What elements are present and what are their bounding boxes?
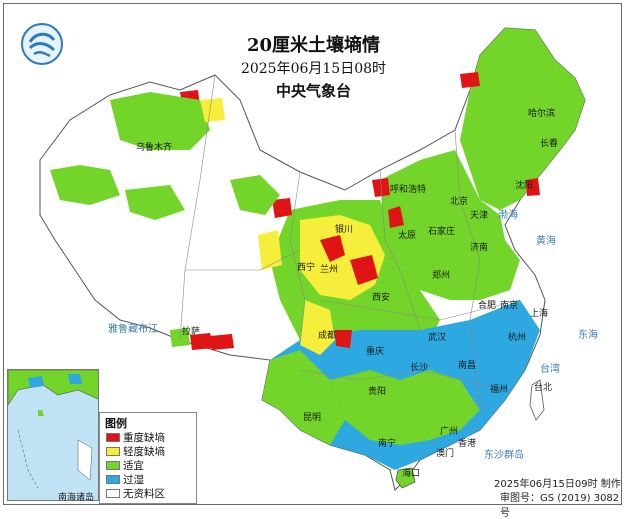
patch-red-1 bbox=[320, 235, 345, 262]
region-southwest-green bbox=[262, 350, 345, 445]
legend: 图例 重度缺墒 轻度缺墒 适宜 过湿 无资料区 bbox=[99, 412, 197, 504]
label-taiyuan: 太原 bbox=[398, 231, 417, 241]
map-title: 20厘米土壤墒情 bbox=[246, 35, 381, 56]
legend-title: 图例 bbox=[105, 417, 127, 430]
label-yinchuan: 银川 bbox=[335, 225, 354, 235]
label-yarlung: 雅鲁藏布江 bbox=[108, 324, 158, 335]
legend-swatch-suitable bbox=[106, 461, 120, 470]
region-gansu-green bbox=[230, 175, 280, 215]
label-haikou: 海口 bbox=[402, 469, 421, 479]
province-borders bbox=[179, 74, 521, 411]
map-issuer: 中央气象台 bbox=[275, 82, 351, 100]
cma-logo bbox=[21, 23, 63, 65]
label-changchun: 长春 bbox=[540, 139, 559, 149]
label-chengdu: 成都 bbox=[318, 331, 337, 341]
label-fuzhou: 福州 bbox=[490, 385, 509, 395]
legend-item-mild: 轻度缺墒 bbox=[106, 445, 165, 458]
label-changsha: 长沙 bbox=[410, 363, 429, 373]
label-kunming: 昆明 bbox=[303, 413, 322, 423]
label-nanjing: 南京 bbox=[500, 301, 519, 311]
region-xinjiang-green-2 bbox=[50, 165, 120, 205]
inset-map bbox=[8, 370, 98, 489]
region-xinjiang-yellow bbox=[200, 98, 225, 122]
label-macau: 澳门 bbox=[436, 449, 455, 459]
region-gansu-yellow bbox=[258, 230, 282, 270]
island-hainan bbox=[395, 467, 416, 489]
label-lhasa: 拉萨 bbox=[182, 327, 201, 337]
label-hongkong: 香港 bbox=[458, 439, 477, 449]
patch-red-10 bbox=[526, 178, 540, 196]
label-jinan: 济南 bbox=[470, 243, 489, 253]
legend-swatch-nodata bbox=[106, 489, 120, 498]
region-xinjiang-green-1 bbox=[110, 92, 210, 150]
island-taiwan bbox=[529, 379, 545, 421]
label-beijing: 北京 bbox=[450, 197, 469, 207]
label-shenyang: 沈阳 bbox=[515, 181, 534, 191]
label-urumqi: 乌鲁木齐 bbox=[136, 143, 173, 153]
patch-red-4 bbox=[272, 198, 292, 218]
patch-red-9 bbox=[210, 334, 234, 350]
label-shijiazhuang: 石家庄 bbox=[428, 227, 456, 237]
label-chongqing: 重庆 bbox=[366, 347, 385, 357]
label-taipei: 台北 bbox=[534, 383, 553, 393]
patch-red-11 bbox=[460, 72, 480, 88]
label-xining: 西宁 bbox=[297, 263, 316, 273]
legend-swatch-wet bbox=[106, 475, 120, 484]
patch-red-2 bbox=[350, 255, 378, 285]
legend-swatch-severe bbox=[106, 433, 120, 442]
patch-red-8 bbox=[190, 333, 214, 350]
label-zhengzhou: 郑州 bbox=[432, 271, 451, 281]
label-hohhot: 呼和浩特 bbox=[390, 185, 427, 195]
legend-item-wet: 过湿 bbox=[106, 473, 144, 486]
label-dongsha: 东沙群岛 bbox=[484, 450, 524, 461]
label-guiyang: 贵阳 bbox=[368, 387, 387, 397]
legend-label-mild: 轻度缺墒 bbox=[123, 446, 165, 458]
region-yunnan-yellow bbox=[300, 300, 335, 355]
label-nanning: 南宁 bbox=[378, 439, 397, 449]
label-guangzhou: 广州 bbox=[440, 427, 459, 437]
legend-item-severe: 重度缺墒 bbox=[106, 431, 165, 444]
label-bohai: 渤海 bbox=[498, 210, 518, 221]
label-xian: 西安 bbox=[372, 293, 391, 303]
legend-swatch-mild bbox=[106, 447, 120, 456]
label-tianjin: 天津 bbox=[470, 211, 489, 221]
patch-red-6 bbox=[335, 330, 352, 348]
region-north-plain-green bbox=[380, 150, 520, 300]
label-lanzhou: 兰州 bbox=[320, 265, 339, 275]
label-hangzhou: 杭州 bbox=[508, 333, 527, 343]
label-shanghai: 上海 bbox=[530, 309, 549, 319]
label-taiwan: 台湾 bbox=[540, 364, 560, 375]
legend-label-wet: 过湿 bbox=[123, 474, 144, 486]
region-xinjiang-green-3 bbox=[125, 185, 185, 220]
label-hefei: 合肥 bbox=[478, 301, 497, 311]
label-donghai: 东海 bbox=[578, 330, 598, 341]
legend-item-suitable: 适宜 bbox=[106, 459, 144, 472]
label-wuhan: 武汉 bbox=[428, 333, 447, 343]
legend-label-nodata: 无资料区 bbox=[123, 488, 165, 500]
footer-approval: 审图号：GS (2019) 3082号 bbox=[500, 493, 620, 519]
region-northeast-green bbox=[460, 28, 585, 210]
footer-made-time: 2025年06月15日09时 制作 bbox=[494, 479, 621, 490]
region-south-green bbox=[330, 370, 480, 445]
label-harbin: 哈尔滨 bbox=[528, 109, 556, 119]
legend-item-nodata: 无资料区 bbox=[106, 487, 165, 500]
legend-label-suitable: 适宜 bbox=[123, 460, 144, 472]
inset-label: 南海诸岛 bbox=[58, 493, 95, 503]
label-nanchang: 南昌 bbox=[458, 361, 477, 371]
south-china-sea-inset bbox=[7, 369, 99, 501]
patch-red-5 bbox=[388, 206, 404, 228]
map-datetime: 2025年06月15日08时 bbox=[240, 61, 387, 77]
legend-label-severe: 重度缺墒 bbox=[123, 432, 165, 444]
label-huanghai: 黄海 bbox=[536, 236, 556, 247]
